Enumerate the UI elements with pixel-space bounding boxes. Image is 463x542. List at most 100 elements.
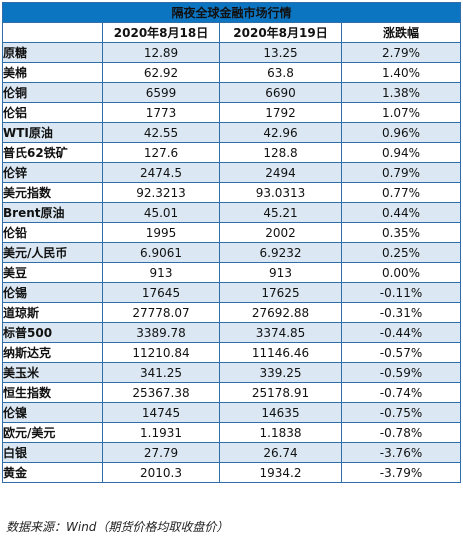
- cell-change: 1.40%: [340, 62, 462, 83]
- cell-change: -3.76%: [340, 442, 462, 463]
- cell-value-date-1: 341.25: [102, 362, 220, 383]
- table-row: 美棉 62.92 63.8 1.40%: [2, 62, 462, 83]
- cell-change: -0.59%: [340, 362, 462, 383]
- table-row: 纳斯达克 11210.84 11146.46 -0.57%: [2, 342, 462, 363]
- cell-name: 道琼斯: [2, 302, 103, 323]
- title-row: 隔夜全球金融市场行情: [1, 2, 462, 23]
- cell-name: 黄金: [2, 462, 103, 483]
- cell-change: 2.79%: [340, 42, 462, 63]
- cell-name: 美元指数: [2, 182, 103, 203]
- cell-name: 标普500: [2, 322, 103, 343]
- cell-value-date-2: 2494: [219, 162, 342, 183]
- table-row: 原糖 12.89 13.25 2.79%: [2, 42, 462, 63]
- cell-change: -0.74%: [340, 382, 462, 403]
- cell-value-date-1: 2474.5: [102, 162, 220, 183]
- cell-change: 0.96%: [340, 122, 462, 143]
- table-row: 美元指数 92.3213 93.0313 0.77%: [2, 182, 462, 203]
- cell-name: 伦铝: [2, 102, 103, 123]
- cell-value-date-1: 127.6: [102, 142, 220, 163]
- table-title: 隔夜全球金融市场行情: [1, 2, 462, 23]
- cell-value-date-1: 45.01: [102, 202, 220, 223]
- cell-value-date-1: 6.9061: [102, 242, 220, 263]
- cell-value-date-2: 339.25: [219, 362, 342, 383]
- cell-value-date-1: 25367.38: [102, 382, 220, 403]
- cell-name: 美豆: [2, 262, 103, 283]
- cell-change: -0.75%: [340, 402, 462, 423]
- cell-name: Brent原油: [2, 202, 103, 223]
- cell-change: 0.77%: [340, 182, 462, 203]
- table-row: 伦锡 17645 17625 -0.11%: [2, 282, 462, 303]
- cell-name: 白银: [2, 442, 103, 463]
- cell-name: 伦镍: [2, 402, 103, 423]
- table-row: Brent原油 45.01 45.21 0.44%: [2, 202, 462, 223]
- cell-change: -0.78%: [340, 422, 462, 443]
- cell-change: -0.31%: [340, 302, 462, 323]
- cell-change: -0.57%: [340, 342, 462, 363]
- cell-value-date-2: 42.96: [219, 122, 342, 143]
- table-row: 伦铝 1773 1792 1.07%: [2, 102, 462, 123]
- header-date-2: 2020年8月19日: [219, 22, 342, 43]
- cell-name: WTI原油: [2, 122, 103, 143]
- table-row: WTI原油 42.55 42.96 0.96%: [2, 122, 462, 143]
- cell-value-date-1: 6599: [102, 82, 220, 103]
- cell-value-date-2: 27692.88: [219, 302, 342, 323]
- table-row: 伦镍 14745 14635 -0.75%: [2, 402, 462, 423]
- cell-name: 伦铜: [2, 82, 103, 103]
- cell-value-date-1: 92.3213: [102, 182, 220, 203]
- cell-value-date-1: 42.55: [102, 122, 220, 143]
- table-row: 伦铅 1995 2002 0.35%: [2, 222, 462, 243]
- cell-name: 美元/人民币: [2, 242, 103, 263]
- cell-change: 1.07%: [340, 102, 462, 123]
- table-row: 美元/人民币 6.9061 6.9232 0.25%: [2, 242, 462, 263]
- cell-value-date-2: 913: [219, 262, 342, 283]
- cell-value-date-2: 128.8: [219, 142, 342, 163]
- table-row: 黄金 2010.3 1934.2 -3.79%: [2, 462, 462, 483]
- header-change: 涨跌幅: [340, 22, 462, 43]
- cell-value-date-1: 62.92: [102, 62, 220, 83]
- cell-value-date-1: 2010.3: [102, 462, 220, 483]
- cell-name: 伦锡: [2, 282, 103, 303]
- cell-name: 纳斯达克: [2, 342, 103, 363]
- header-name: [2, 22, 103, 43]
- cell-name: 恒生指数: [2, 382, 103, 403]
- cell-value-date-1: 1.1931: [102, 422, 220, 443]
- cell-value-date-2: 93.0313: [219, 182, 342, 203]
- cell-name: 伦铅: [2, 222, 103, 243]
- cell-name: 原糖: [2, 42, 103, 63]
- cell-name: 普氏62铁矿: [2, 142, 103, 163]
- cell-value-date-1: 12.89: [102, 42, 220, 63]
- cell-value-date-2: 14635: [219, 402, 342, 423]
- cell-value-date-2: 63.8: [219, 62, 342, 83]
- cell-name: 美玉米: [2, 362, 103, 383]
- header-date-1: 2020年8月18日: [102, 22, 220, 43]
- cell-value-date-1: 27.79: [102, 442, 220, 463]
- cell-value-date-1: 913: [102, 262, 220, 283]
- cell-change: 0.44%: [340, 202, 462, 223]
- cell-change: 0.00%: [340, 262, 462, 283]
- cell-value-date-2: 6690: [219, 82, 342, 103]
- cell-change: -3.79%: [340, 462, 462, 483]
- table-row: 美豆 913 913 0.00%: [2, 262, 462, 283]
- cell-change: 0.35%: [340, 222, 462, 243]
- cell-value-date-2: 25178.91: [219, 382, 342, 403]
- cell-change: -0.44%: [340, 322, 462, 343]
- cell-value-date-2: 11146.46: [219, 342, 342, 363]
- table-row: 道琼斯 27778.07 27692.88 -0.31%: [2, 302, 462, 323]
- table-row: 白银 27.79 26.74 -3.76%: [2, 442, 462, 463]
- cell-value-date-2: 3374.85: [219, 322, 342, 343]
- cell-value-date-2: 1.1838: [219, 422, 342, 443]
- market-table: 隔夜全球金融市场行情 2020年8月18日 2020年8月19日 涨跌幅 原糖 1…: [1, 2, 462, 483]
- cell-value-date-1: 3389.78: [102, 322, 220, 343]
- table-row: 伦锌 2474.5 2494 0.79%: [2, 162, 462, 183]
- header-row: 2020年8月18日 2020年8月19日 涨跌幅: [2, 22, 462, 43]
- table-body: 原糖 12.89 13.25 2.79% 美棉 62.92 63.8 1.40% 伦铜 6599 6…: [2, 42, 462, 483]
- cell-value-date-2: 1792: [219, 102, 342, 123]
- cell-change: 1.38%: [340, 82, 462, 103]
- cell-name: 欧元/美元: [2, 422, 103, 443]
- cell-value-date-1: 1773: [102, 102, 220, 123]
- cell-value-date-1: 11210.84: [102, 342, 220, 363]
- cell-value-date-1: 1995: [102, 222, 220, 243]
- table-row: 标普500 3389.78 3374.85 -0.44%: [2, 322, 462, 343]
- cell-change: -0.11%: [340, 282, 462, 303]
